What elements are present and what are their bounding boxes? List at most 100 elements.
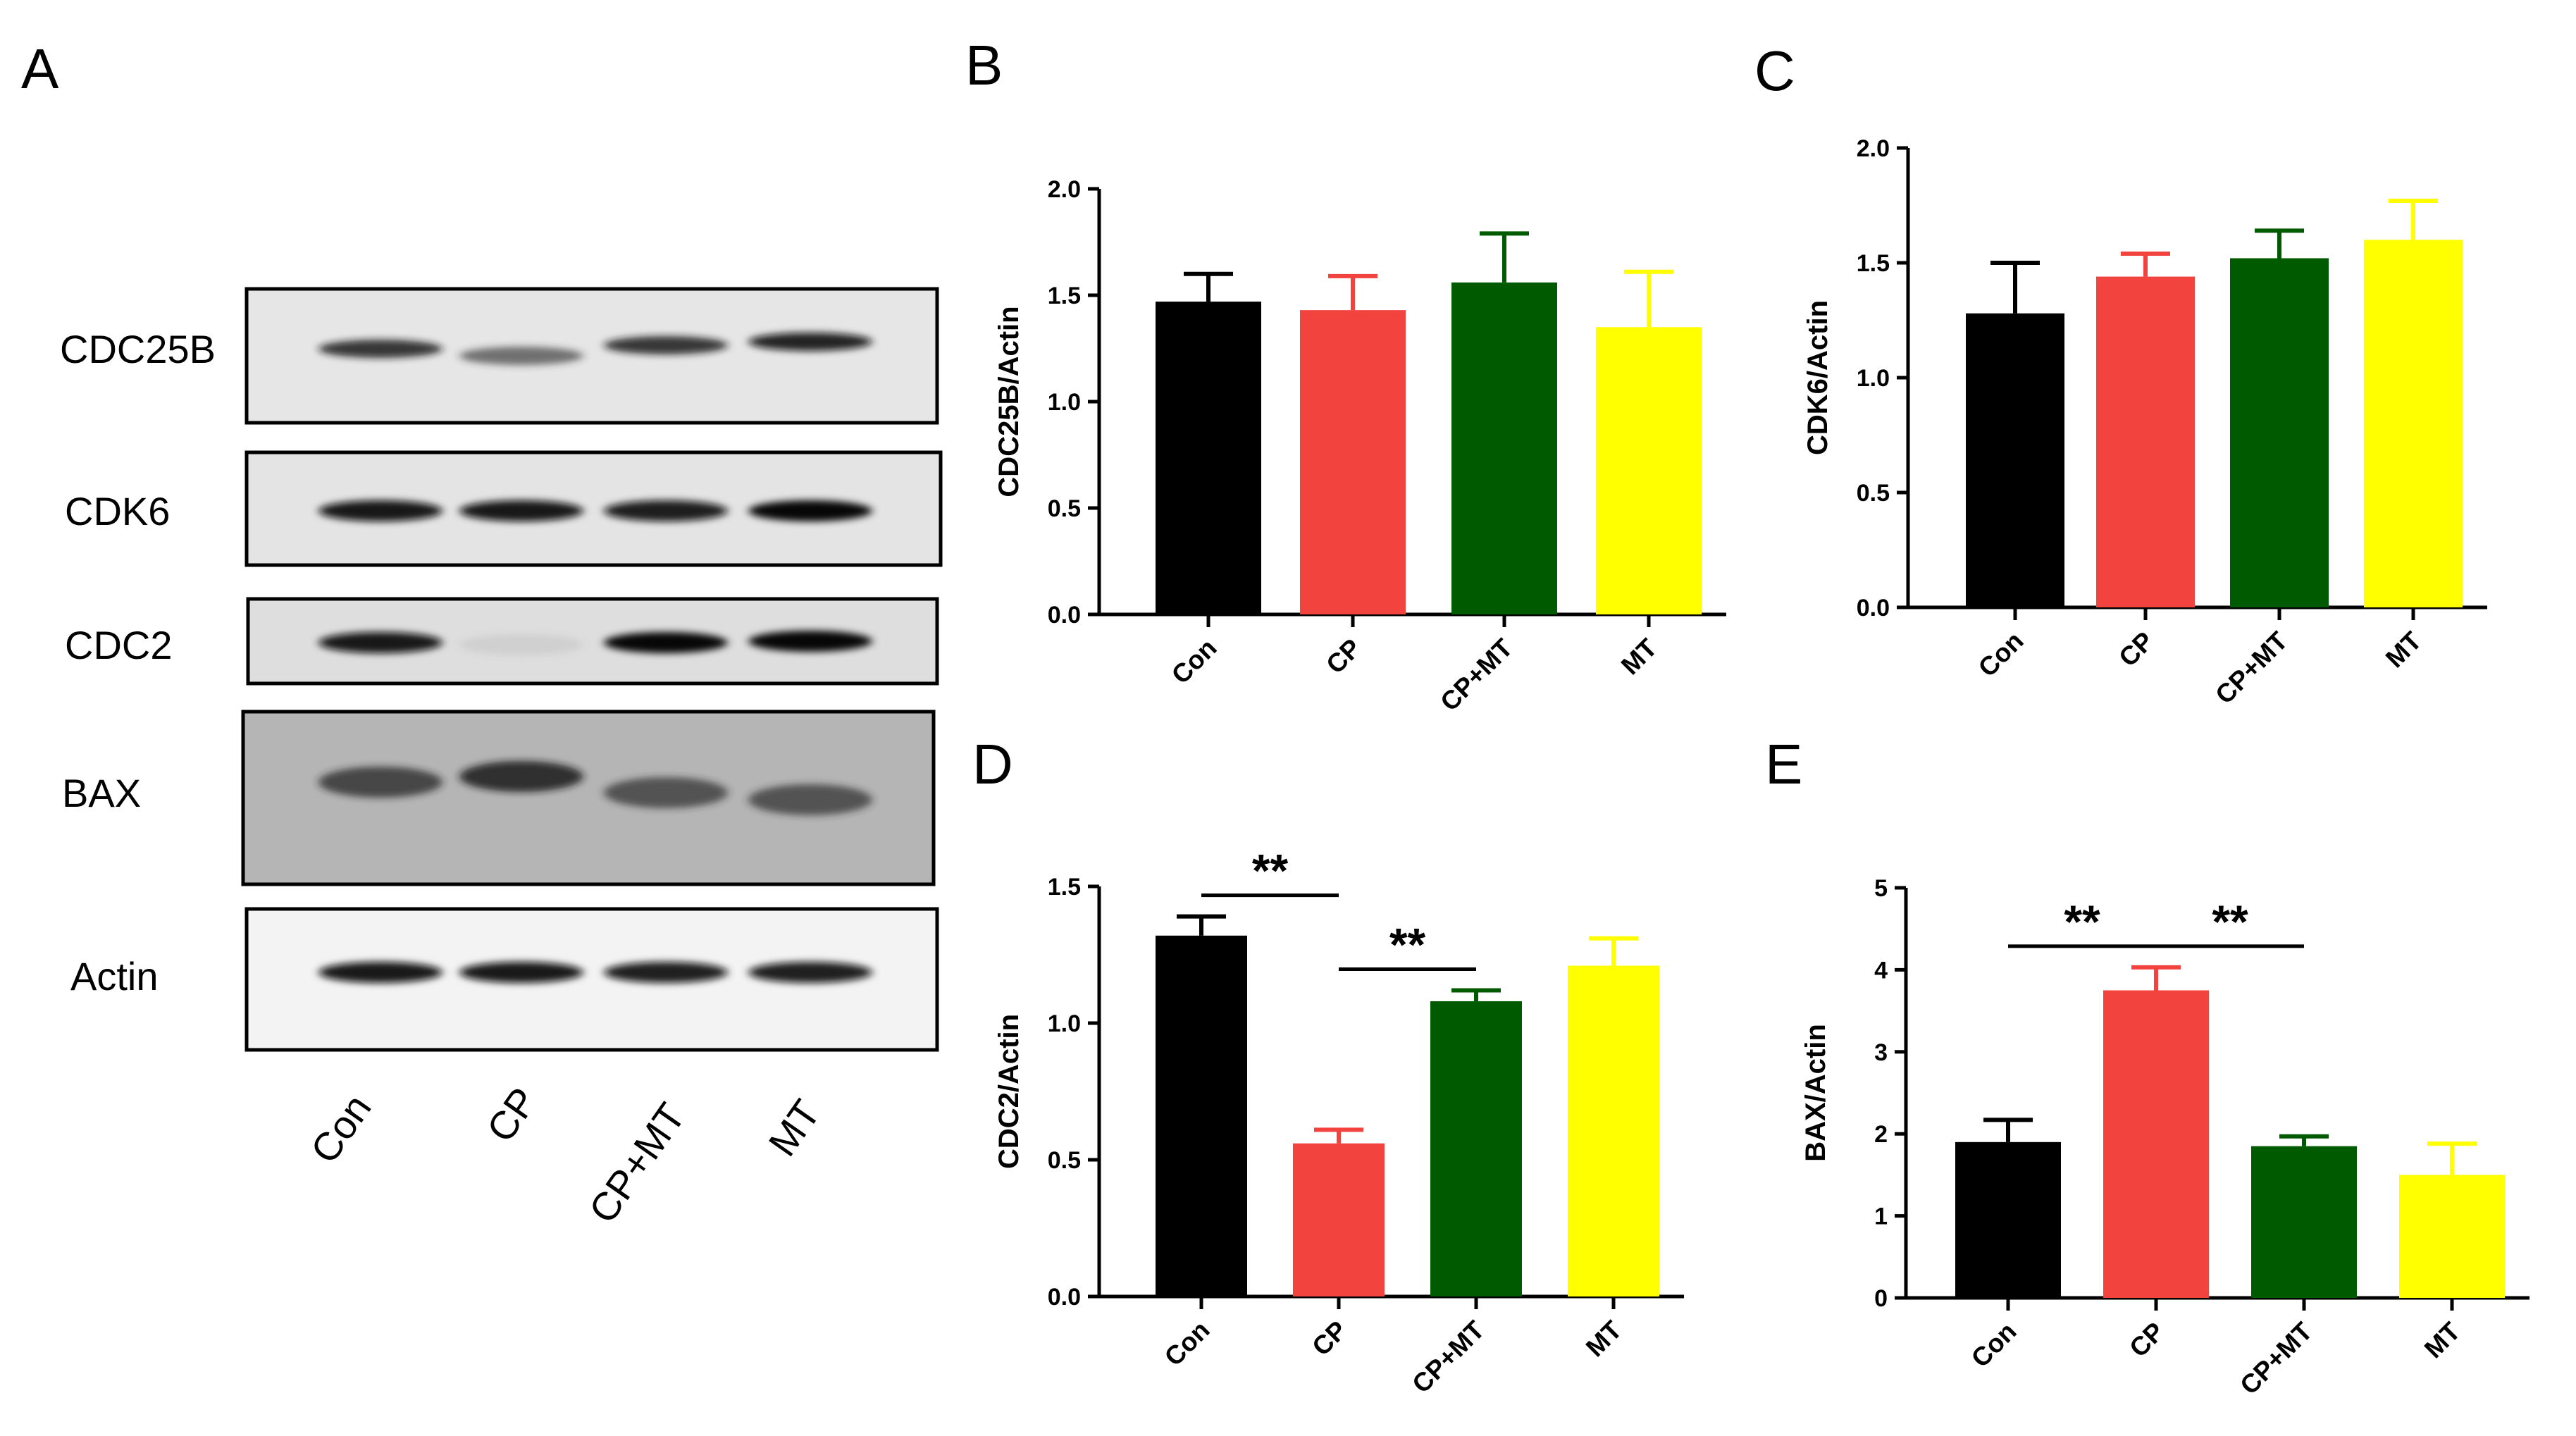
chart-e: 0 1 2 3 4 5 BAX/Actin Con CP CP+MT MT ** ** xyxy=(1800,875,2529,1400)
y-axis-title: CDK6/Actin xyxy=(1802,300,1833,455)
y-tick-label: 1.0 xyxy=(1048,1010,1081,1037)
bar-cp xyxy=(1293,1143,1385,1296)
bar-con xyxy=(1156,935,1247,1296)
blot-band xyxy=(459,500,583,521)
blot-band xyxy=(318,500,442,521)
western-blot: CDC25B CDK6 CDC2 BAX Actin Con CP CP+MT … xyxy=(60,287,943,1231)
blot-band xyxy=(604,500,728,521)
chart-d: 0.0 0.5 1.0 1.5 CDC2/Actin Con CP CP+MT MT ** ** xyxy=(993,845,1684,1399)
bar-mt xyxy=(1596,327,1702,614)
bar-mt xyxy=(2364,240,2463,607)
bar-cp-mt xyxy=(1451,282,1557,614)
y-tick-label: 1.0 xyxy=(1857,365,1890,392)
y-axis-title: CDC25B/Actin xyxy=(993,306,1024,497)
x-tick-label: MT xyxy=(1580,1315,1628,1362)
bar-cp xyxy=(1300,310,1406,614)
blot-band xyxy=(459,634,583,655)
x-tick-label: CP xyxy=(2113,626,2159,672)
y-tick-label: 0.0 xyxy=(1048,602,1081,629)
bar-con xyxy=(1966,313,2064,607)
y-tick-label: 2.0 xyxy=(1857,135,1890,162)
bar-con xyxy=(1955,1141,2061,1298)
significance-label: ** xyxy=(2212,896,2248,948)
x-tick-label: CP+MT xyxy=(1406,1315,1490,1399)
blot-band xyxy=(318,632,442,653)
x-tick-label: Con xyxy=(1973,626,2029,683)
bar-mt xyxy=(2399,1175,2505,1298)
blot-band xyxy=(748,784,872,815)
bar-cp-mt xyxy=(2251,1146,2357,1298)
y-tick-label: 1.5 xyxy=(1048,283,1081,309)
lane-label-con: Con xyxy=(302,1087,380,1171)
blot-label-actin: Actin xyxy=(70,954,159,998)
blot-band xyxy=(748,631,872,652)
blot-band xyxy=(459,347,583,365)
blot-band xyxy=(604,336,728,354)
x-tick-label: MT xyxy=(2380,626,2427,673)
y-tick-label: 1.5 xyxy=(1048,874,1081,900)
blot-label-cdc25b: CDC25B xyxy=(60,327,216,371)
blot-band xyxy=(318,962,442,983)
x-tick-label: Con xyxy=(1159,1316,1215,1372)
y-tick-label: 2 xyxy=(1874,1121,1888,1148)
x-tick-label: Con xyxy=(1166,633,1222,690)
y-axis-title: BAX/Actin xyxy=(1800,1024,1831,1162)
bar-cp-mt xyxy=(2230,258,2329,607)
y-tick-label: 0.5 xyxy=(1048,495,1081,522)
panel-label-e: E xyxy=(1765,733,1802,796)
bar-cp xyxy=(2096,276,2195,607)
panel-label-a: A xyxy=(21,37,59,100)
lane-label-cp-mt: CP+MT xyxy=(580,1095,693,1231)
lane-label-mt: MT xyxy=(760,1092,829,1164)
y-tick-label: 0.0 xyxy=(1048,1284,1081,1311)
y-tick-label: 2.0 xyxy=(1048,176,1081,203)
panel-label-c: C xyxy=(1754,39,1795,102)
blot-band xyxy=(748,500,872,521)
y-tick-label: 5 xyxy=(1874,875,1888,902)
panel-label-b: B xyxy=(965,34,1003,97)
blot-label-bax: BAX xyxy=(62,771,141,815)
y-tick-label: 3 xyxy=(1874,1039,1888,1066)
chart-c: 0.0 0.5 1.0 1.5 2.0 CDK6/Actin Con CP CP+MT MT xyxy=(1802,135,2487,710)
significance-label: ** xyxy=(1252,845,1289,897)
y-tick-label: 0.5 xyxy=(1857,480,1890,507)
bar-con xyxy=(1156,302,1261,614)
y-tick-label: 0.5 xyxy=(1048,1147,1081,1174)
blot-band xyxy=(748,333,872,351)
bar-cp-mt xyxy=(1430,1001,1522,1296)
x-tick-label: CP xyxy=(1306,1316,1352,1361)
y-tick-label: 4 xyxy=(1874,957,1888,984)
blot-band xyxy=(748,962,872,983)
x-tick-label: MT xyxy=(1616,633,1663,680)
x-tick-label: CP xyxy=(2124,1317,2169,1363)
blot-band xyxy=(604,632,728,653)
y-axis-title: CDC2/Actin xyxy=(993,1014,1024,1169)
x-tick-label: Con xyxy=(1966,1317,2022,1373)
blot-band xyxy=(604,777,728,808)
chart-b: 0.0 0.5 1.0 1.5 2.0 CDC25B/Actin Con CP CP+MT MT xyxy=(993,176,1726,717)
panel-label-d: D xyxy=(972,733,1013,796)
blot-band xyxy=(459,962,583,983)
y-tick-label: 1.5 xyxy=(1857,250,1890,277)
significance-label: ** xyxy=(2064,896,2100,948)
y-tick-label: 0.0 xyxy=(1857,595,1890,621)
blot-band xyxy=(318,767,442,798)
blot-label-cdk6: CDK6 xyxy=(65,489,170,533)
lane-label-cp: CP xyxy=(478,1079,545,1150)
y-tick-label: 1.0 xyxy=(1048,389,1081,416)
bar-cp xyxy=(2103,990,2209,1298)
blot-band xyxy=(604,962,728,983)
bar-mt xyxy=(1568,965,1659,1296)
blot-label-cdc2: CDC2 xyxy=(65,623,172,667)
x-tick-label: CP+MT xyxy=(1435,633,1518,717)
blot-band xyxy=(459,761,583,792)
significance-label: ** xyxy=(1389,918,1426,970)
y-tick-label: 0 xyxy=(1874,1285,1888,1312)
blot-band xyxy=(318,340,442,358)
x-tick-label: MT xyxy=(2419,1316,2466,1363)
x-tick-label: CP xyxy=(1320,633,1366,679)
y-tick-label: 1 xyxy=(1874,1203,1888,1230)
x-tick-label: CP+MT xyxy=(2234,1316,2318,1400)
x-tick-label: CP+MT xyxy=(2210,626,2293,710)
